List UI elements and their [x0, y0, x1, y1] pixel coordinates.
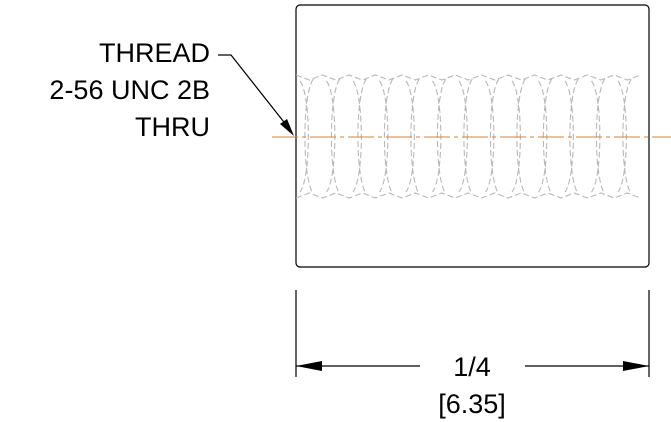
part-outline — [295, 4, 650, 268]
dimension-fraction: 1/4 — [453, 352, 491, 382]
callout-arrowhead — [280, 119, 294, 136]
callout-thread-spec: 2-56 UNC 2B — [49, 75, 210, 105]
dimension-metric: [6.35] — [438, 389, 506, 419]
callout-thread-label: THREAD — [99, 38, 210, 68]
callout-leader-line — [218, 54, 292, 132]
dimension-arrowhead-left — [296, 361, 322, 371]
thread-crest-bottom — [295, 192, 641, 199]
callout-thru-label: THRU — [135, 112, 210, 142]
thread-crest-top — [295, 74, 641, 81]
dimension-arrowhead-right — [623, 361, 649, 371]
